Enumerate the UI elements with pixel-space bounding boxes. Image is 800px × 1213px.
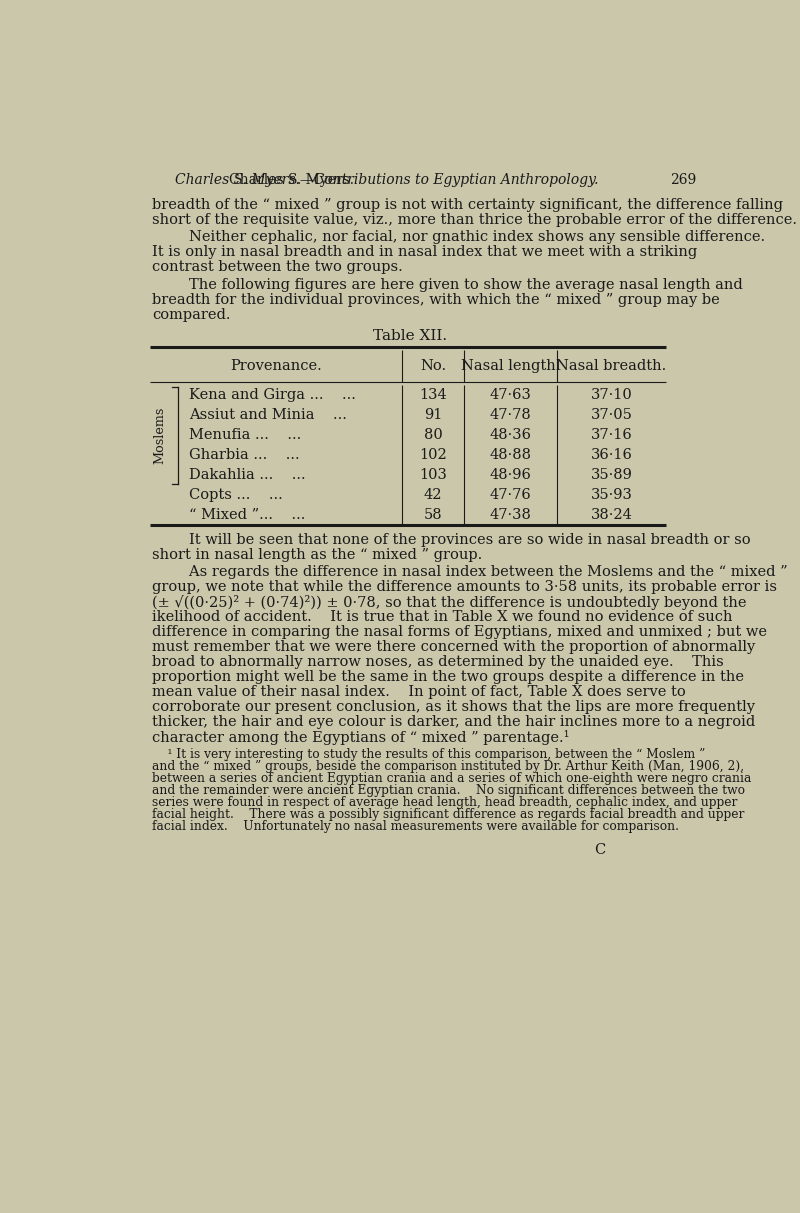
Text: and the remainder were ancient Egyptian crania.    No significant differences be: and the remainder were ancient Egyptian …: [152, 785, 745, 797]
Text: 134: 134: [419, 388, 447, 402]
Text: 269: 269: [670, 173, 697, 187]
Text: It is only in nasal breadth and in nasal index that we meet with a striking: It is only in nasal breadth and in nasal…: [152, 245, 697, 260]
Text: As regards the difference in nasal index between the Moslems and the “ mixed ”: As regards the difference in nasal index…: [152, 565, 787, 580]
Text: 47·38: 47·38: [490, 508, 532, 522]
Text: “ Mixed ”...    ...: “ Mixed ”... ...: [189, 508, 306, 522]
Text: breadth for the individual provinces, with which the “ mixed ” group may be: breadth for the individual provinces, wi…: [152, 292, 720, 307]
Text: 48·88: 48·88: [490, 448, 532, 462]
Text: mean value of their nasal index.    In point of fact, Table X does serve to: mean value of their nasal index. In poin…: [152, 685, 686, 700]
Text: Table XII.: Table XII.: [373, 329, 447, 343]
Text: series were found in respect of average head length, head breadth, cephalic inde: series were found in respect of average …: [152, 796, 738, 809]
Text: Charles S. Myers.: Charles S. Myers.: [230, 173, 354, 187]
Text: Moslems: Moslems: [153, 406, 166, 463]
Text: Dakahlia ...    ...: Dakahlia ... ...: [189, 468, 306, 482]
Text: Gharbia ...    ...: Gharbia ... ...: [189, 448, 300, 462]
Text: 35·93: 35·93: [590, 488, 633, 502]
Text: 47·78: 47·78: [490, 408, 532, 422]
Text: ¹ It is very interesting to study the results of this comparison, between the “ : ¹ It is very interesting to study the re…: [152, 748, 706, 762]
Text: No.: No.: [420, 359, 446, 372]
Text: C: C: [594, 843, 606, 856]
Text: thicker, the hair and eye colour is darker, and the hair inclines more to a negr: thicker, the hair and eye colour is dark…: [152, 716, 755, 729]
Text: 37·16: 37·16: [590, 428, 632, 442]
Text: Kena and Girga ...    ...: Kena and Girga ... ...: [189, 388, 356, 402]
Text: 102: 102: [419, 448, 447, 462]
Text: contrast between the two groups.: contrast between the two groups.: [152, 261, 402, 274]
Text: Menufia ...    ...: Menufia ... ...: [189, 428, 302, 442]
Text: 48·36: 48·36: [490, 428, 532, 442]
Text: Assiut and Minia    ...: Assiut and Minia ...: [189, 408, 347, 422]
Text: character among the Egyptians of “ mixed ” parentage.¹: character among the Egyptians of “ mixed…: [152, 730, 570, 745]
Text: 48·96: 48·96: [490, 468, 532, 482]
Text: breadth of the “ mixed ” group is not with certainty significant, the difference: breadth of the “ mixed ” group is not wi…: [152, 198, 783, 212]
Text: Neither cephalic, nor facial, nor gnathic index shows any sensible difference.: Neither cephalic, nor facial, nor gnathi…: [152, 230, 765, 244]
Text: 36·16: 36·16: [590, 448, 633, 462]
Text: compared.: compared.: [152, 308, 230, 321]
Text: 38·24: 38·24: [590, 508, 633, 522]
Text: 80: 80: [424, 428, 442, 442]
Text: difference in comparing the nasal forms of Egyptians, mixed and unmixed ; but we: difference in comparing the nasal forms …: [152, 625, 767, 639]
Text: It will be seen that none of the provinces are so wide in nasal breadth or so: It will be seen that none of the provinc…: [152, 533, 750, 547]
Text: short in nasal length as the “ mixed ” group.: short in nasal length as the “ mixed ” g…: [152, 548, 482, 562]
Text: 91: 91: [424, 408, 442, 422]
Text: group, we note that while the difference amounts to 3·58 units, its probable err: group, we note that while the difference…: [152, 580, 777, 594]
Text: Charles S. Myers.—Contributions to Egyptian Anthropology.: Charles S. Myers.—Contributions to Egypt…: [175, 173, 598, 187]
Text: 47·76: 47·76: [490, 488, 532, 502]
Text: 103: 103: [419, 468, 447, 482]
Text: facial index.    Unfortunately no nasal measurements were available for comparis: facial index. Unfortunately no nasal mea…: [152, 820, 679, 833]
Text: 58: 58: [424, 508, 442, 522]
Text: 42: 42: [424, 488, 442, 502]
Text: 37·10: 37·10: [590, 388, 632, 402]
Text: corroborate our present conclusion, as it shows that the lips are more frequentl: corroborate our present conclusion, as i…: [152, 700, 755, 714]
Text: must remember that we were there concerned with the proportion of abnormally: must remember that we were there concern…: [152, 640, 755, 654]
Text: broad to abnormally narrow noses, as determined by the unaided eye.    This: broad to abnormally narrow noses, as det…: [152, 655, 724, 670]
Text: between a series of ancient Egyptian crania and a series of which one-eighth wer: between a series of ancient Egyptian cra…: [152, 773, 751, 785]
Text: and the “ mixed ” groups, beside the comparison instituted by Dr. Arthur Keith (: and the “ mixed ” groups, beside the com…: [152, 761, 744, 774]
Text: 47·63: 47·63: [490, 388, 532, 402]
Text: Nasal breadth.: Nasal breadth.: [556, 359, 666, 372]
Text: proportion might well be the same in the two groups despite a difference in the: proportion might well be the same in the…: [152, 671, 744, 684]
Text: Copts ...    ...: Copts ... ...: [189, 488, 283, 502]
Text: 35·89: 35·89: [590, 468, 633, 482]
Text: ikelihood of accident.    It is true that in Table X we found no evidence of suc: ikelihood of accident. It is true that i…: [152, 610, 733, 625]
Text: 37·05: 37·05: [590, 408, 633, 422]
Text: facial height.    There was a possibly significant difference as regards facial : facial height. There was a possibly sign…: [152, 808, 744, 821]
Text: The following figures are here given to show the average nasal length and: The following figures are here given to …: [152, 278, 742, 291]
Text: short of the requisite value, viz., more than thrice the probable error of the d: short of the requisite value, viz., more…: [152, 213, 797, 227]
Text: Nasal length.: Nasal length.: [461, 359, 561, 372]
Text: Provenance.: Provenance.: [230, 359, 322, 372]
Text: (± √((0·25)² + (0·74)²)) ± 0·78, so that the difference is undoubtedly beyond th: (± √((0·25)² + (0·74)²)) ± 0·78, so that…: [152, 596, 746, 610]
